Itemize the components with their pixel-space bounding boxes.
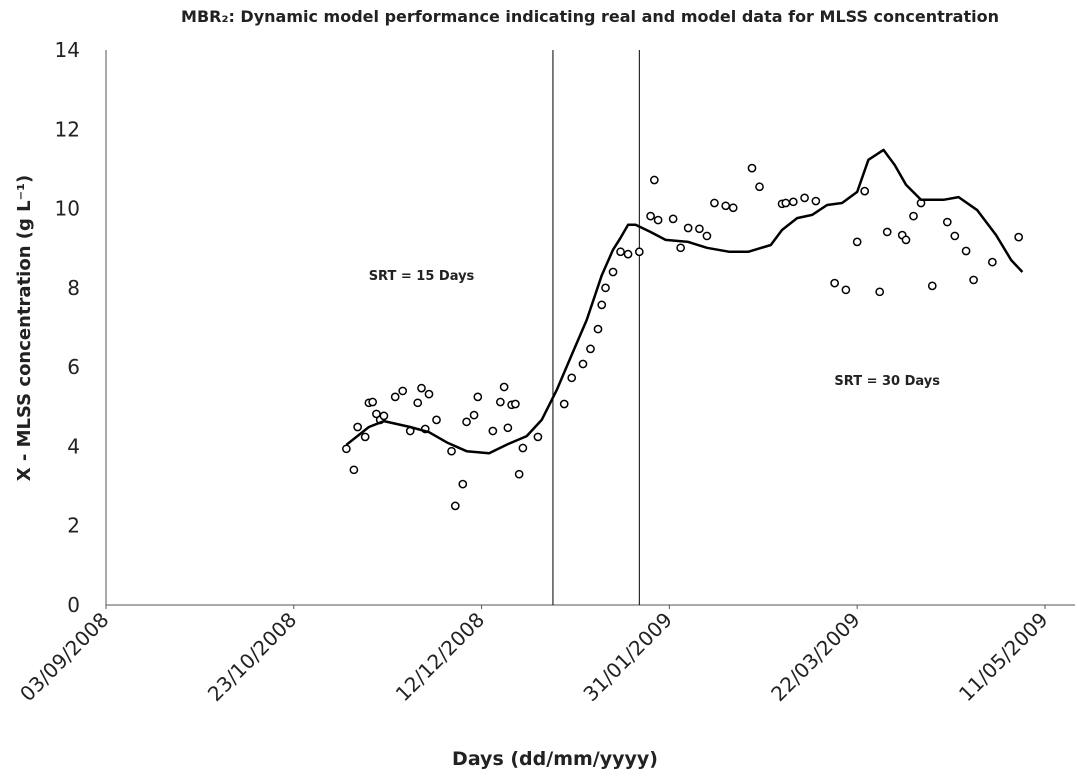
data-point bbox=[721, 201, 731, 211]
data-point bbox=[969, 275, 978, 285]
data-point bbox=[616, 247, 625, 257]
y-tick-label: 6 bbox=[67, 355, 80, 379]
data-point bbox=[668, 214, 678, 224]
data-point bbox=[514, 469, 524, 479]
data-point bbox=[462, 417, 471, 427]
data-point bbox=[469, 410, 479, 420]
data-point bbox=[901, 235, 911, 245]
data-point bbox=[578, 359, 588, 369]
data-point bbox=[1014, 232, 1024, 242]
data-point bbox=[634, 247, 644, 257]
data-point bbox=[458, 479, 468, 489]
data-point bbox=[601, 283, 610, 293]
data-point bbox=[728, 203, 738, 213]
data-point bbox=[360, 432, 370, 442]
y-axis-title: X - MLSS concentration (g L⁻¹) bbox=[14, 175, 35, 482]
y-tick-label: 12 bbox=[55, 117, 80, 141]
model-line bbox=[345, 148, 1024, 455]
data-point bbox=[424, 389, 434, 399]
data-point bbox=[586, 344, 595, 354]
data-point bbox=[398, 386, 408, 396]
y-tick-label: 4 bbox=[67, 434, 80, 458]
data-point bbox=[988, 257, 997, 267]
data-point bbox=[695, 224, 704, 234]
data-point bbox=[597, 300, 607, 310]
data-point bbox=[702, 231, 712, 241]
data-point bbox=[559, 399, 569, 409]
x-tick-label: 11/05/2009 bbox=[954, 608, 1052, 706]
data-point bbox=[432, 415, 441, 425]
x-axis-title: Days (dd/mm/yyyy) bbox=[452, 748, 658, 770]
data-point bbox=[710, 198, 719, 208]
data-point bbox=[473, 392, 483, 402]
data-point bbox=[496, 397, 505, 407]
data-point bbox=[417, 383, 426, 393]
x-tick-label: 31/01/2009 bbox=[578, 608, 676, 706]
data-point bbox=[413, 398, 423, 408]
data-point bbox=[950, 231, 960, 241]
x-tick-label: 23/10/2008 bbox=[203, 608, 301, 706]
data-point bbox=[781, 198, 791, 208]
y-tick-label: 10 bbox=[55, 197, 80, 221]
data-point bbox=[593, 324, 603, 334]
x-tick-label: 22/03/2009 bbox=[766, 608, 864, 706]
data-point bbox=[518, 443, 528, 453]
chart-title: MBR₂: Dynamic model performance indicati… bbox=[181, 7, 999, 26]
data-point bbox=[511, 399, 520, 409]
data-point bbox=[649, 175, 659, 185]
annotation: SRT = 15 Days bbox=[369, 269, 475, 284]
data-point bbox=[800, 193, 809, 203]
data-point bbox=[653, 215, 663, 225]
data-point bbox=[961, 246, 971, 256]
data-point bbox=[646, 211, 655, 221]
data-point bbox=[372, 409, 381, 419]
data-point bbox=[942, 217, 952, 227]
data-point bbox=[875, 287, 885, 297]
data-point bbox=[447, 446, 456, 456]
data-point bbox=[841, 285, 851, 295]
data-point bbox=[755, 182, 764, 192]
y-tick-label: 8 bbox=[67, 276, 80, 300]
data-point bbox=[852, 237, 862, 247]
y-tick-label: 2 bbox=[67, 514, 80, 538]
x-tick-label: 03/09/2008 bbox=[15, 608, 113, 706]
data-point bbox=[379, 411, 389, 421]
data-point bbox=[390, 392, 400, 402]
data-point bbox=[533, 432, 543, 442]
data-point bbox=[860, 186, 870, 196]
x-tick-label: 12/12/2008 bbox=[391, 608, 489, 706]
data-point bbox=[811, 196, 821, 206]
data-point bbox=[368, 397, 378, 407]
data-point bbox=[676, 243, 685, 253]
data-point bbox=[608, 267, 618, 277]
data-point bbox=[503, 423, 513, 433]
data-point bbox=[882, 227, 892, 237]
data-point bbox=[830, 278, 839, 288]
data-point bbox=[927, 281, 937, 291]
y-tick-label: 0 bbox=[67, 593, 80, 617]
data-point bbox=[567, 373, 577, 383]
data-point bbox=[353, 422, 362, 432]
y-tick-label: 14 bbox=[55, 38, 80, 62]
data-point bbox=[488, 426, 498, 436]
data-point bbox=[623, 249, 633, 259]
data-point bbox=[342, 444, 351, 454]
data-point bbox=[747, 163, 757, 173]
data-point bbox=[683, 223, 693, 233]
data-point bbox=[788, 197, 798, 207]
data-point bbox=[349, 465, 359, 475]
data-point bbox=[909, 211, 918, 221]
data-point bbox=[499, 382, 509, 392]
data-point bbox=[450, 501, 460, 511]
annotation: SRT = 30 Days bbox=[834, 374, 940, 389]
